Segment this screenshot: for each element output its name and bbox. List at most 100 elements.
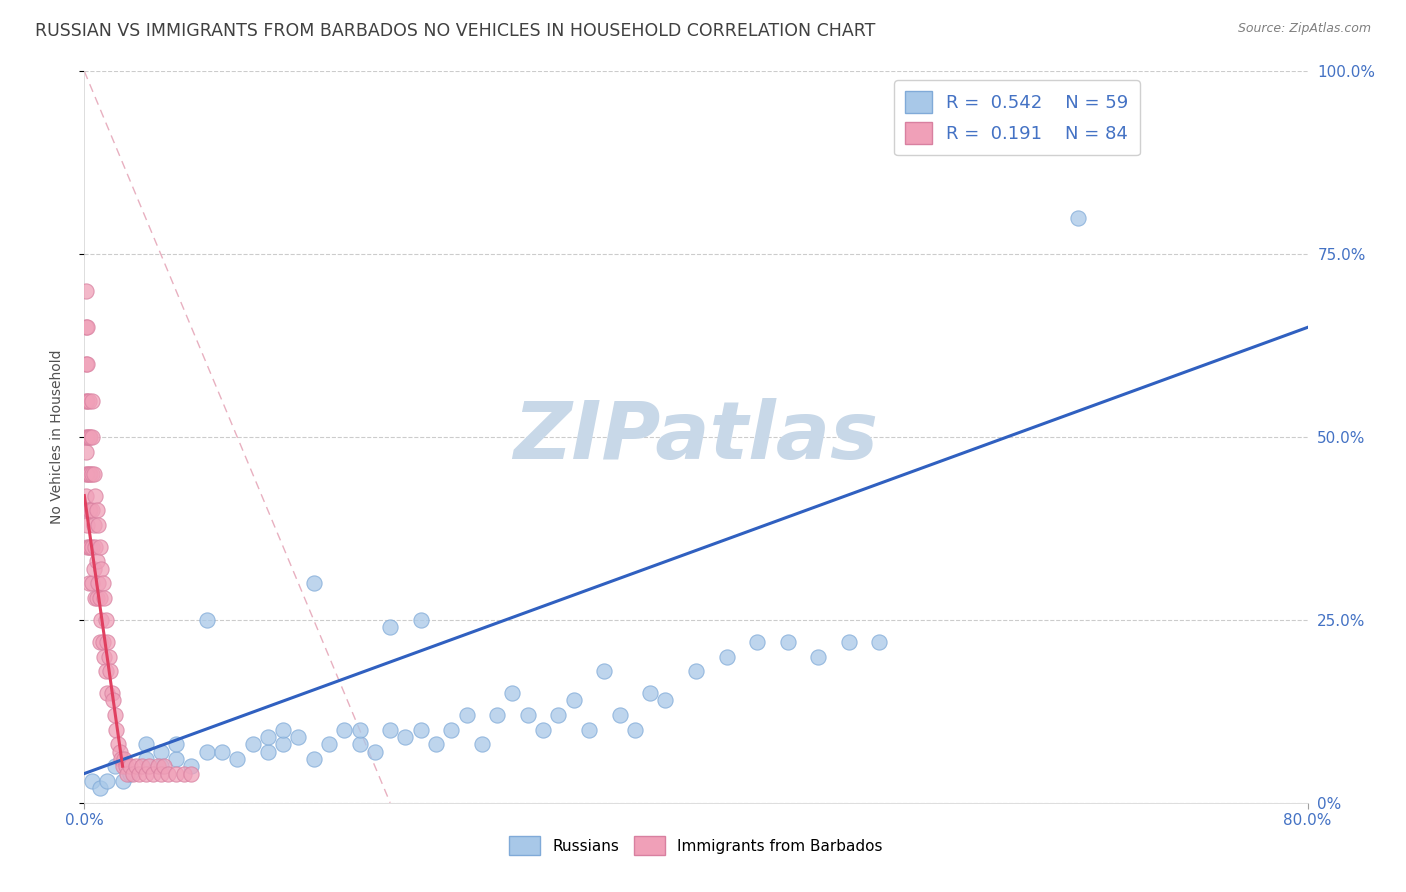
Point xyxy=(654,693,676,707)
Point xyxy=(409,613,432,627)
Point xyxy=(94,664,117,678)
Point xyxy=(79,540,101,554)
Point xyxy=(90,613,112,627)
Point xyxy=(77,576,100,591)
Point xyxy=(93,649,115,664)
Point xyxy=(195,745,218,759)
Point xyxy=(83,517,105,532)
Y-axis label: No Vehicles in Household: No Vehicles in Household xyxy=(49,350,63,524)
Point xyxy=(318,737,340,751)
Point xyxy=(257,745,280,759)
Text: RUSSIAN VS IMMIGRANTS FROM BARBADOS NO VEHICLES IN HOUSEHOLD CORRELATION CHART: RUSSIAN VS IMMIGRANTS FROM BARBADOS NO V… xyxy=(35,22,876,40)
Point xyxy=(115,766,138,780)
Point xyxy=(609,708,631,723)
Point xyxy=(101,686,124,700)
Point xyxy=(75,444,97,458)
Text: Source: ZipAtlas.com: Source: ZipAtlas.com xyxy=(1237,22,1371,36)
Point xyxy=(104,708,127,723)
Point xyxy=(302,576,325,591)
Point xyxy=(75,503,97,517)
Point xyxy=(87,576,110,591)
Point xyxy=(91,635,114,649)
Point xyxy=(486,708,509,723)
Point xyxy=(75,320,97,334)
Point xyxy=(807,649,830,664)
Point xyxy=(624,723,647,737)
Point xyxy=(84,540,107,554)
Point xyxy=(79,430,101,444)
Point xyxy=(776,635,799,649)
Point xyxy=(349,737,371,751)
Point xyxy=(84,489,107,503)
Point xyxy=(80,576,103,591)
Point xyxy=(242,737,264,751)
Point xyxy=(75,489,97,503)
Point xyxy=(76,357,98,371)
Point xyxy=(89,781,111,796)
Point xyxy=(80,540,103,554)
Point xyxy=(138,759,160,773)
Point xyxy=(77,467,100,481)
Point xyxy=(75,284,97,298)
Point xyxy=(87,517,110,532)
Point xyxy=(89,591,111,605)
Point xyxy=(96,773,118,788)
Point xyxy=(75,467,97,481)
Point xyxy=(425,737,447,751)
Point xyxy=(349,723,371,737)
Point xyxy=(257,730,280,744)
Point xyxy=(111,759,134,773)
Point xyxy=(531,723,554,737)
Point xyxy=(131,759,153,773)
Point xyxy=(173,766,195,780)
Point xyxy=(76,393,98,408)
Point xyxy=(165,737,187,751)
Point xyxy=(747,635,769,649)
Point xyxy=(165,752,187,766)
Point xyxy=(76,320,98,334)
Point xyxy=(76,467,98,481)
Point xyxy=(869,635,891,649)
Point xyxy=(83,562,105,576)
Point xyxy=(180,759,202,773)
Point xyxy=(128,766,150,780)
Point xyxy=(364,745,387,759)
Point xyxy=(195,613,218,627)
Point xyxy=(122,766,145,780)
Point xyxy=(149,766,172,780)
Point xyxy=(165,766,187,780)
Point xyxy=(440,723,463,737)
Point xyxy=(394,730,416,744)
Point xyxy=(79,503,101,517)
Point xyxy=(135,737,157,751)
Point xyxy=(135,752,157,766)
Point xyxy=(716,649,738,664)
Point xyxy=(76,430,98,444)
Point xyxy=(114,759,136,773)
Point xyxy=(1067,211,1090,225)
Point xyxy=(77,393,100,408)
Point xyxy=(80,503,103,517)
Point xyxy=(89,540,111,554)
Point xyxy=(80,393,103,408)
Point xyxy=(86,554,108,568)
Point xyxy=(638,686,661,700)
Point xyxy=(211,745,233,759)
Point xyxy=(75,393,97,408)
Point xyxy=(96,635,118,649)
Point xyxy=(142,766,165,780)
Legend: Russians, Immigrants from Barbados: Russians, Immigrants from Barbados xyxy=(503,830,889,861)
Point xyxy=(98,664,121,678)
Point xyxy=(80,773,103,788)
Text: ZIPatlas: ZIPatlas xyxy=(513,398,879,476)
Point xyxy=(107,737,129,751)
Point xyxy=(180,766,202,780)
Point xyxy=(105,723,128,737)
Point xyxy=(96,686,118,700)
Point xyxy=(157,766,180,780)
Point xyxy=(86,503,108,517)
Point xyxy=(84,591,107,605)
Point xyxy=(97,649,120,664)
Point xyxy=(112,752,135,766)
Point xyxy=(471,737,494,751)
